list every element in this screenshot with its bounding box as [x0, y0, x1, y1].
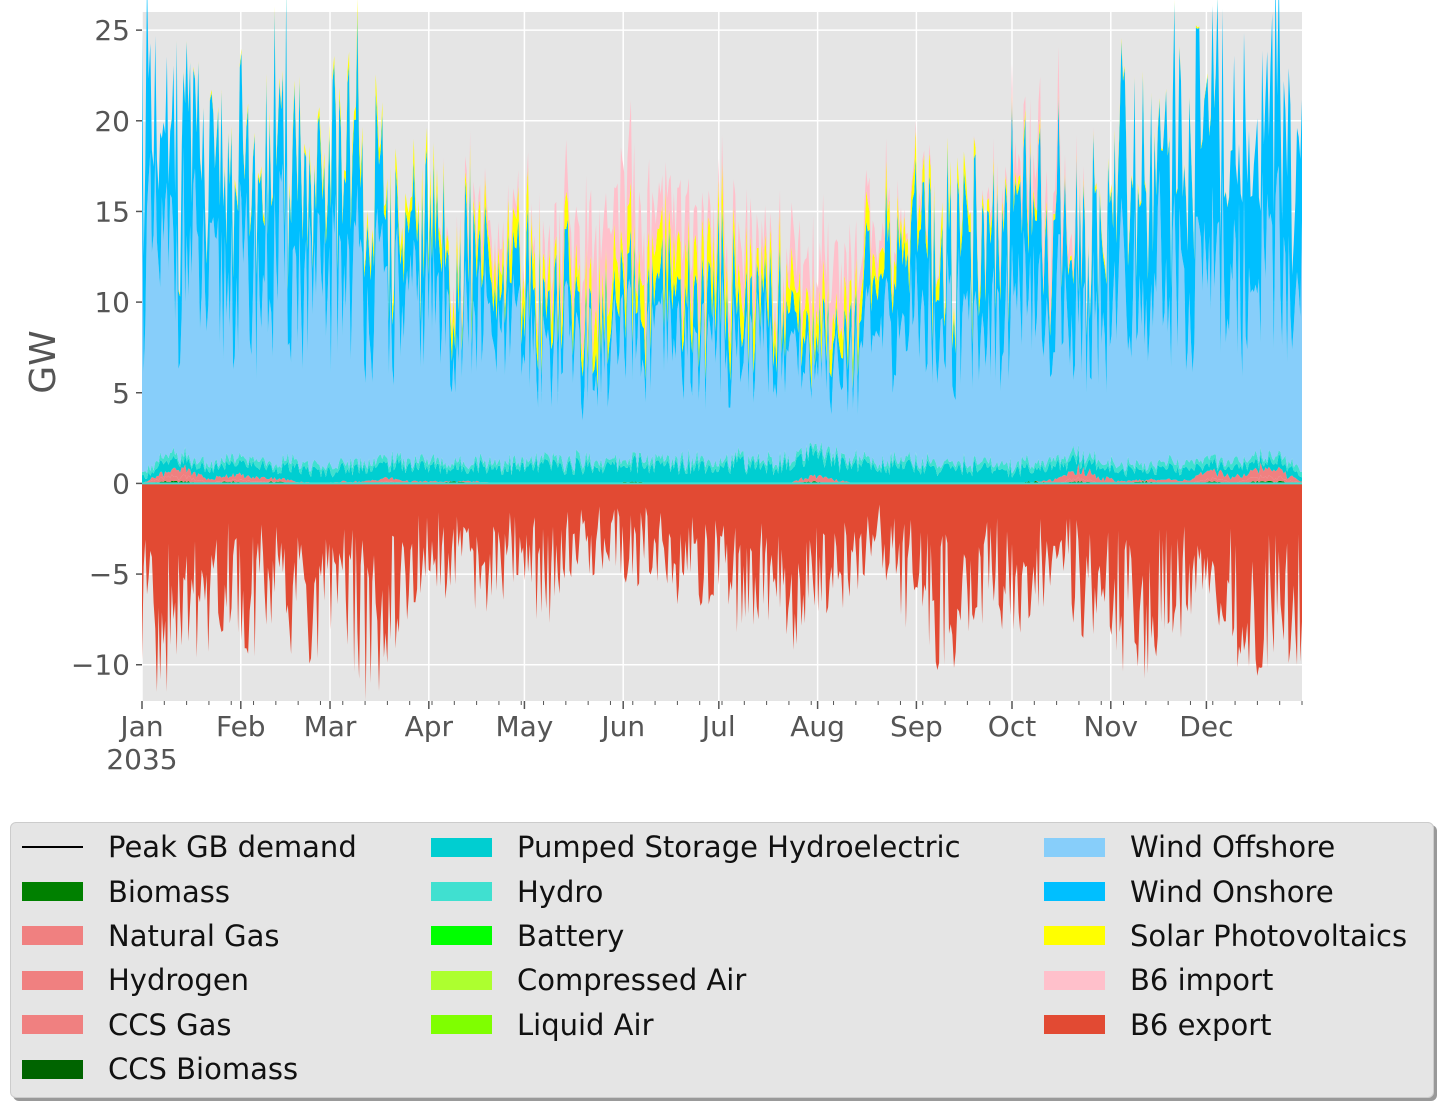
legend-label: CCS Gas [108, 1007, 232, 1042]
legend-item-battery: Battery [431, 914, 961, 958]
y-tick-label: −5 [89, 558, 130, 591]
area-b6-export [142, 483, 1302, 701]
legend-swatch [22, 970, 83, 990]
legend-item-hydro: Hydro [431, 869, 961, 913]
x-tick-label: Mar [304, 710, 357, 743]
y-tick-label: 5 [112, 377, 130, 410]
y-axis-label: GW [23, 330, 64, 394]
legend-swatch [22, 926, 83, 946]
x-tick-label: Nov [1083, 710, 1138, 743]
y-tick-label: 25 [94, 14, 130, 47]
legend-swatch [1044, 1015, 1105, 1035]
y-tick-label: 10 [94, 286, 130, 319]
legend-label: Biomass [108, 874, 230, 909]
legend-label: CCS Biomass [108, 1052, 299, 1087]
area-pumped-storage-hydroelectric [142, 445, 1302, 484]
area-hydro [142, 441, 1302, 479]
legend-swatch [22, 882, 83, 902]
legend-label: Natural Gas [108, 918, 280, 953]
legend-label: Pumped Storage Hydroelectric [517, 830, 961, 865]
legend-swatch [22, 1015, 83, 1035]
legend-label: Liquid Air [517, 1007, 654, 1042]
legend-item-pumped-storage: Pumped Storage Hydroelectric [431, 825, 961, 869]
area-wind-offshore [142, 146, 1302, 474]
legend-label: Hydro [517, 874, 604, 909]
area-solar-photovoltaics [142, 0, 1302, 390]
legend-item-b6-import: B6 import [1044, 958, 1407, 1002]
y-tick-label: 20 [94, 105, 130, 138]
legend-label: Hydrogen [108, 963, 250, 998]
legend-item-solar-pv: Solar Photovoltaics [1044, 914, 1407, 958]
legend-swatch [431, 882, 492, 902]
legend-swatch [1044, 882, 1105, 902]
legend-swatch [22, 1059, 83, 1079]
x-tick-sublabel: 2035 [106, 743, 177, 776]
area-ccs-gas [142, 462, 1302, 484]
legend-label: B6 import [1130, 963, 1274, 998]
legend-label: Peak GB demand [108, 830, 357, 865]
legend-swatch-line [22, 846, 83, 849]
x-tick-label: Sep [890, 710, 943, 743]
legend-item-ccs-gas: CCS Gas [22, 1003, 357, 1047]
legend-label: B6 export [1130, 1007, 1272, 1042]
legend-item-b6-export: B6 export [1044, 1003, 1407, 1047]
y-tick-label: 15 [94, 195, 130, 228]
legend-swatch [1044, 970, 1105, 990]
legend-label: Compressed Air [517, 963, 747, 998]
legend-label: Solar Photovoltaics [1130, 918, 1408, 953]
legend-item-natural-gas: Natural Gas [22, 914, 357, 958]
y-tick-label: −10 [71, 649, 130, 682]
legend-swatch [431, 837, 492, 857]
area-wind-onshore [142, 0, 1302, 421]
legend-item-compressed-air: Compressed Air [431, 958, 961, 1002]
legend-swatch [431, 970, 492, 990]
x-tick-label: May [495, 710, 553, 743]
legend-item-peak-gb-demand: Peak GB demand [22, 825, 357, 869]
legend: Peak GB demand Biomass Natural Gas Hydro… [10, 822, 1434, 1098]
legend-swatch [1044, 926, 1105, 946]
legend-item-ccs-biomass: CCS Biomass [22, 1047, 357, 1091]
x-tick-label: Jan [118, 710, 163, 743]
legend-item-biomass: Biomass [22, 869, 357, 913]
x-tick-label: Feb [216, 710, 266, 743]
legend-item-wind-onshore: Wind Onshore [1044, 869, 1407, 913]
legend-swatch [431, 1015, 492, 1035]
series-areas [142, 0, 1302, 701]
y-axis-ticks: 25 20 15 10 5 0 −5 −10 [71, 14, 142, 682]
legend-label: Wind Onshore [1130, 874, 1334, 909]
x-tick-label: Oct [988, 710, 1036, 743]
legend-swatch [1044, 837, 1105, 857]
y-tick-label: 0 [112, 467, 130, 500]
x-tick-label: Jul [700, 710, 736, 743]
legend-swatch [431, 926, 492, 946]
legend-label: Battery [517, 918, 625, 953]
legend-item-liquid-air: Liquid Air [431, 1003, 961, 1047]
x-tick-label: Aug [790, 710, 845, 743]
x-tick-label: Jun [599, 710, 645, 743]
x-tick-label: Apr [405, 710, 454, 743]
x-tick-label: Dec [1179, 710, 1233, 743]
legend-item-hydrogen: Hydrogen [22, 958, 357, 1002]
legend-item-wind-offshore: Wind Offshore [1044, 825, 1407, 869]
legend-label: Wind Offshore [1130, 830, 1336, 865]
